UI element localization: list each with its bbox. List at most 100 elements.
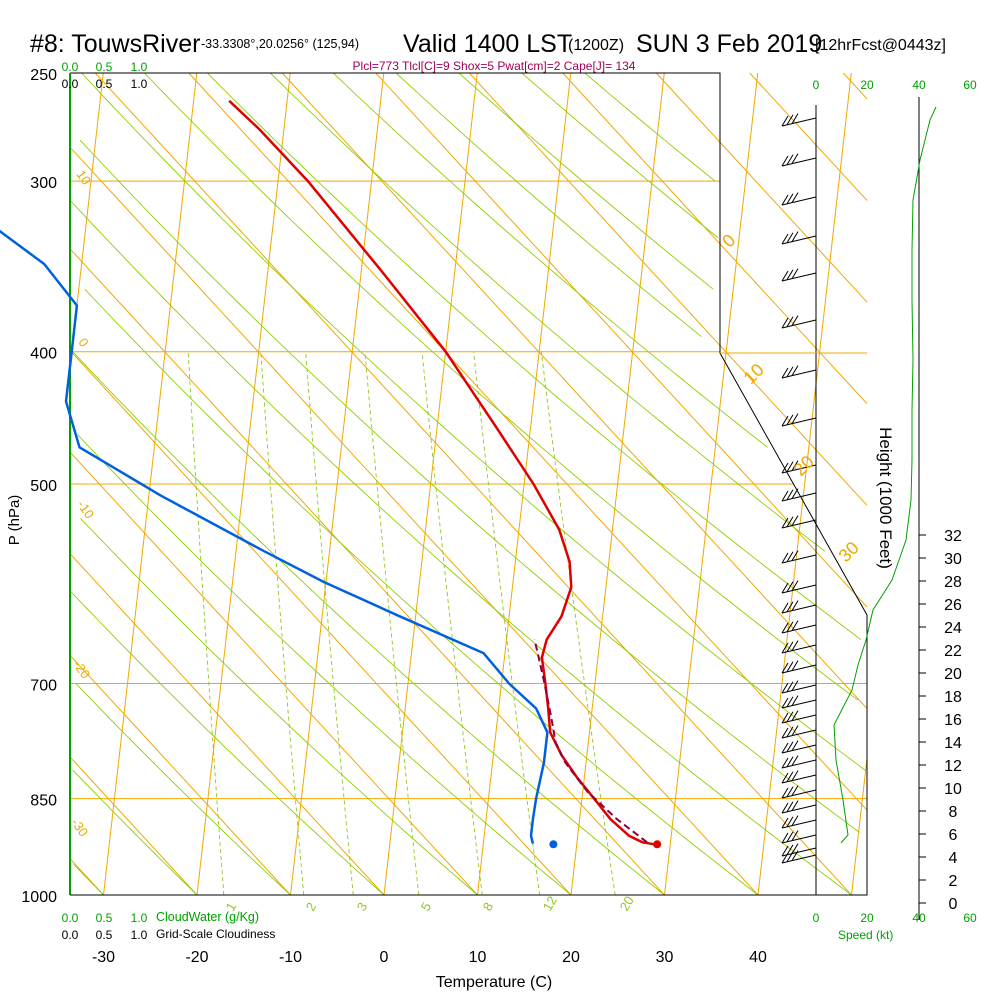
y-tick-label: 400 [30,346,57,363]
thetae-guide-line [69,553,385,896]
wind-barb-flag [781,697,789,709]
wind-barb-flag [781,712,789,724]
wind-barb [781,729,817,739]
wind-barb-flag [791,580,799,591]
wind-barb [781,714,817,724]
cloudiness-scale-top: 1.0 [131,77,148,91]
wind-barb-flag [781,727,789,739]
wind-barb-flag [791,600,799,611]
utc-time: (1200Z) [568,37,624,54]
wind-barb [781,819,817,829]
thetae-guide-line [281,72,868,709]
thetae-guide-line [69,248,665,896]
y-tick-label: 250 [30,67,57,84]
height-tick-label: 16 [944,712,962,729]
thetae-guide-line [69,350,572,896]
thetae-guide-line [188,72,868,811]
wind-barb-flag [781,852,789,864]
wind-barb-flag [791,488,799,499]
y-tick-label: 700 [30,678,57,695]
wind-barb [781,774,817,784]
wind-barb-flag [791,770,799,781]
wind-barb-flag [781,622,789,634]
wind-barb-flag [786,661,794,673]
valid-date: SUN 3 Feb 2019 [636,30,822,58]
wind-barb-flag [781,662,789,674]
wind-barb-flag [791,815,799,826]
wind-barb-flag [786,489,794,501]
mixing-ratio-lines: 1 2 3 5 8 12 20 [187,351,637,914]
speed-top-tick-label: 60 [963,78,977,92]
x-tick-label: 0 [380,949,389,966]
wind-barb-flag [791,660,799,671]
wind-barb [781,519,817,529]
temperature-line [228,99,655,846]
x-tick-label: -10 [279,949,302,966]
wind-barb-flag [786,154,794,166]
cloudwater-scale-top: 0.5 [96,60,113,74]
wind-barb-flag [781,787,789,799]
thetae-guide-line [375,72,868,608]
height-tick-label: 14 [944,735,962,752]
wind-barb [781,684,817,694]
wind-barb-flag [786,816,794,828]
height-tick-label: 30 [944,551,962,568]
isotherm-label: 20 [790,452,818,480]
isotherm-label: 30 [835,538,863,566]
height-profile-line [833,106,937,844]
surface-dewpoint-point [549,840,558,849]
wind-barb-flag [781,602,789,614]
forecast-info: [12hrFcst@0443z] [815,37,946,54]
speed-top-tick-label: 20 [860,78,874,92]
height-tick-label: 20 [944,666,962,683]
mixing-ratio-line [540,351,616,896]
isotherm-lines [69,72,868,896]
wind-barb-flag [781,367,789,379]
mixing-ratio-label: 20 [617,893,637,913]
wind-barb-flag [786,756,794,768]
wind-barb [781,644,817,654]
cloudwater-label: CloudWater (g/Kg) [156,910,259,924]
chart-frame [69,72,920,920]
cloudiness-scale-bottom: 1.0 [131,928,148,942]
dry-adiabat-line [332,72,768,448]
dry-adiabat-line [79,139,860,833]
y-axis-label: P (hPa) [6,495,23,546]
wind-barb-flag [786,741,794,753]
cloudwater-scale-top: 1.0 [131,60,148,74]
wind-barb-flag [781,772,789,784]
height-tick-label: 6 [949,827,958,844]
thetae-guide-line [842,72,868,100]
wind-barb-flag [781,817,789,829]
isotherm-label: -20 [70,657,93,681]
wind-barb-flag [791,725,799,736]
wind-barb [781,319,817,329]
wind-barb-flag [791,231,799,242]
wind-barb-flag [791,192,799,203]
speed-axis-label: Speed (kt) [838,928,893,942]
thetae-guide-line [69,654,291,896]
y-tick-label: 1000 [21,889,57,906]
height-tick-label: 32 [944,528,962,545]
dry-adiabat-line [80,518,478,896]
wind-barb-flag [786,414,794,426]
cloudiness-label: Grid-Scale Cloudiness [156,927,275,941]
wind-barb-flag [791,515,799,526]
cloudwater-scale-bottom: 1.0 [131,911,148,925]
wind-barb-flag [791,695,799,706]
cloudwater-scale-top: 0.0 [62,60,79,74]
wind-barb-flag [786,193,794,205]
wind-barb-flag [781,845,789,857]
dry-adiabat-line [75,683,291,896]
height-tick-label: 12 [944,758,962,775]
wind-barb-flag [781,115,789,127]
wind-barb-flag [786,601,794,613]
valid-time: Valid 1400 LST [403,30,572,58]
cloudiness-scale-top: 0.5 [96,77,113,91]
speed-bottom-tick-label: 0 [813,911,820,925]
height-tick-label: 0 [949,896,958,913]
speed-bottom-tick-label: 20 [860,911,874,925]
wind-barb-flag [786,681,794,693]
wind-barb [781,789,817,799]
wind-barb-flag [791,755,799,766]
